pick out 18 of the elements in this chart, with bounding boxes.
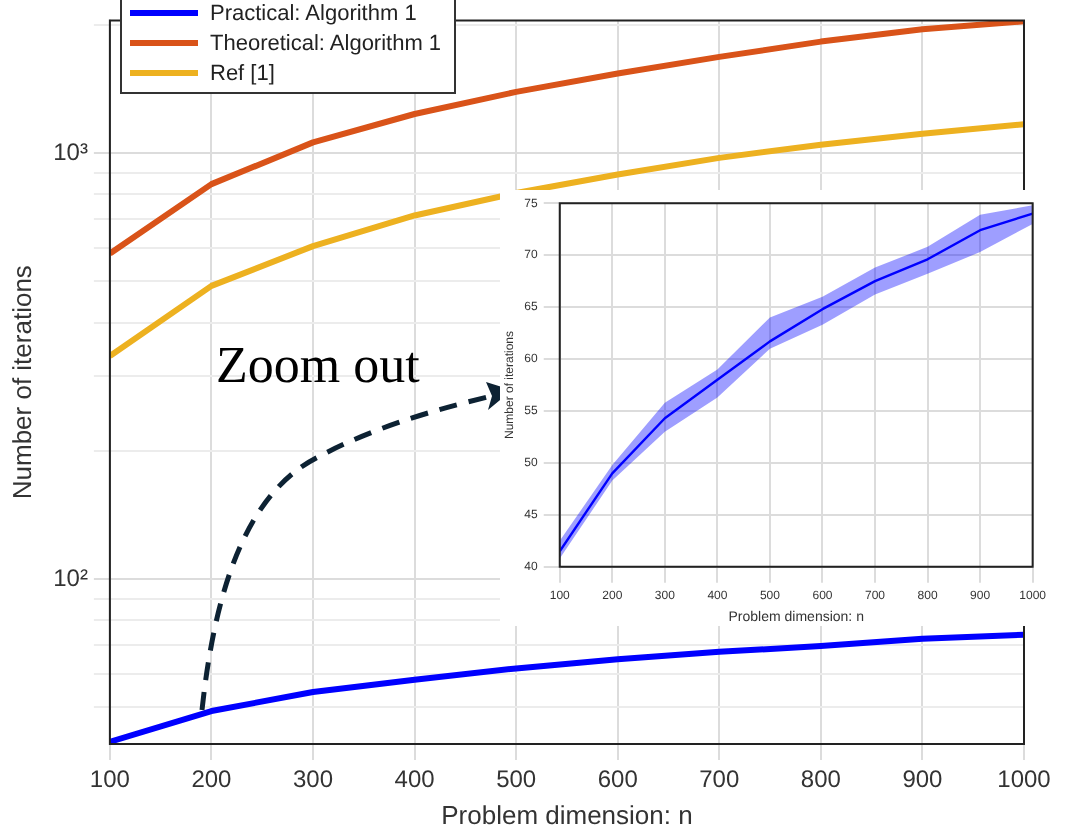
x-tick-label: 200 [191, 765, 233, 794]
x-tick-label: 1000 [997, 765, 1052, 794]
y-axis-title: Number of iterations [6, 264, 37, 500]
legend-label: Theoretical: Algorithm 1 [210, 31, 442, 55]
y-tick-label: 10³ [53, 137, 88, 166]
x-axis-title: Problem dimension: n [441, 799, 693, 830]
x-tick-label: 300 [292, 765, 334, 794]
legend-label: Practical: Algorithm 1 [210, 1, 417, 25]
x-tick-label: 700 [699, 765, 740, 794]
y-tick-label: 10² [53, 563, 88, 592]
x-tick-label: 400 [394, 765, 436, 794]
x-tick-label: 100 [89, 765, 131, 794]
legend-label: Ref [1] [210, 61, 275, 85]
x-tick-label: 600 [597, 765, 639, 794]
x-tick-label: 500 [496, 765, 537, 794]
annotation: Zoom out [216, 336, 420, 396]
x-tick-label: 800 [800, 765, 842, 794]
x-tick-label: 900 [902, 765, 944, 794]
